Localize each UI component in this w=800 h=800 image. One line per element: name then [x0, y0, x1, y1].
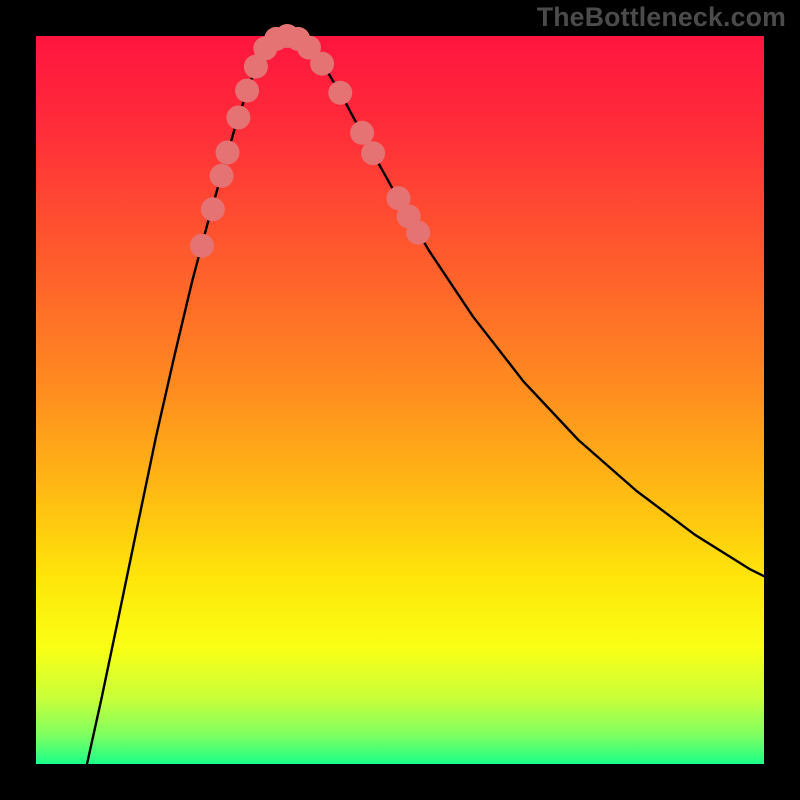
watermark-text: TheBottleneck.com	[537, 2, 786, 33]
plot-area	[36, 36, 764, 764]
chart-frame: TheBottleneck.com	[0, 0, 800, 800]
